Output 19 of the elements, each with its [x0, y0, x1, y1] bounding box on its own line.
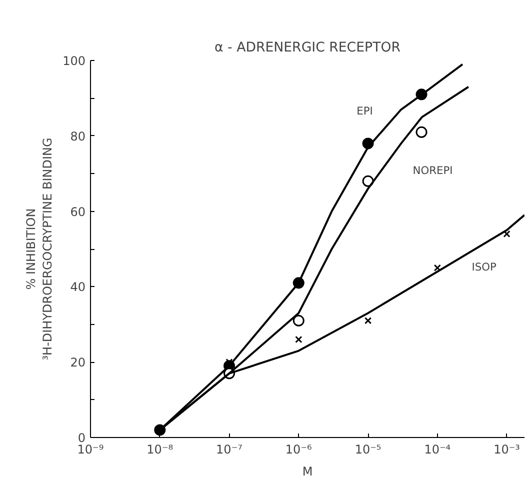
- y-tick-label: 0: [78, 431, 86, 445]
- x-tick-label: 10⁻⁵: [354, 442, 382, 456]
- chart-title: α - ADRENERGIC RECEPTOR: [214, 40, 400, 56]
- y-tick-label: 20: [70, 356, 86, 370]
- x-tick-label: 10⁻⁹: [77, 442, 104, 456]
- y-tick-label: 40: [70, 280, 86, 294]
- y-axis-title: % INHIBITION ³H-DIHYDROERGOCRYPTINE BINDING: [24, 138, 55, 360]
- text: NOREPI: [412, 164, 453, 178]
- y-tick-label: 80: [70, 129, 86, 144]
- y-tick-label: 100: [62, 54, 86, 68]
- text: ISOP: [472, 260, 498, 274]
- x-tick-label: 10⁻⁷: [216, 442, 243, 456]
- x-tick-label: 10⁻⁶: [285, 442, 312, 456]
- text: EPI: [356, 104, 373, 118]
- x-tick-label: 10⁻³: [494, 442, 520, 456]
- y-tick-label: 60: [70, 204, 86, 219]
- x-tick-label: 10⁻⁸: [146, 442, 174, 456]
- x-tick-label: 10⁻⁴: [424, 442, 451, 456]
- x-axis-title: M: [302, 464, 313, 478]
